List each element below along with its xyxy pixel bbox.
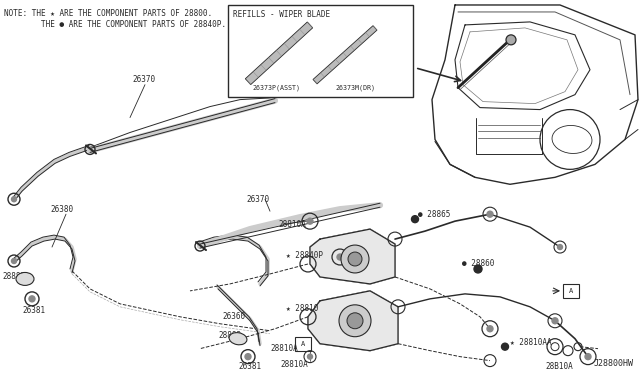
Text: ★ 28810: ★ 28810 — [286, 304, 318, 313]
Circle shape — [341, 245, 369, 273]
Circle shape — [245, 354, 251, 360]
Circle shape — [307, 354, 312, 359]
Circle shape — [307, 218, 313, 224]
Text: A: A — [569, 288, 573, 294]
Circle shape — [474, 265, 482, 273]
Ellipse shape — [16, 272, 34, 285]
Text: THE ● ARE THE COMPONENT PARTS OF 28840P.: THE ● ARE THE COMPONENT PARTS OF 28840P. — [4, 20, 226, 29]
Circle shape — [12, 197, 17, 202]
Circle shape — [412, 216, 419, 223]
Text: 28B10A: 28B10A — [545, 362, 573, 371]
Circle shape — [29, 296, 35, 302]
Circle shape — [585, 354, 591, 360]
Text: 26373P(ASST): 26373P(ASST) — [252, 84, 300, 91]
Text: 26381: 26381 — [22, 306, 45, 315]
Text: J28800HW: J28800HW — [594, 359, 634, 368]
Circle shape — [506, 35, 516, 45]
Text: ● 28865: ● 28865 — [418, 210, 451, 219]
Circle shape — [337, 254, 343, 260]
Text: 26360: 26360 — [222, 312, 245, 321]
Circle shape — [552, 318, 558, 324]
Polygon shape — [310, 229, 395, 284]
Text: 28882: 28882 — [218, 331, 241, 340]
Circle shape — [347, 313, 363, 329]
Bar — [228, 5, 413, 97]
Text: ★ 28840P: ★ 28840P — [286, 250, 323, 260]
Text: 28810A: 28810A — [280, 360, 308, 369]
Text: 26373M(DR): 26373M(DR) — [335, 84, 375, 91]
Circle shape — [502, 343, 509, 350]
Bar — [563, 284, 579, 298]
Text: ★ 28810AA: ★ 28810AA — [510, 338, 552, 347]
Circle shape — [12, 259, 17, 263]
Text: 26381: 26381 — [238, 362, 261, 371]
Text: 28810A: 28810A — [270, 344, 298, 353]
Text: 26380: 26380 — [50, 205, 73, 214]
Text: 28810A: 28810A — [278, 219, 306, 229]
Circle shape — [487, 326, 493, 332]
Circle shape — [339, 305, 371, 337]
Text: 28882: 28882 — [2, 272, 25, 282]
Circle shape — [557, 244, 563, 250]
Text: REFILLS - WIPER BLADE: REFILLS - WIPER BLADE — [233, 10, 330, 19]
Text: 26370: 26370 — [246, 195, 269, 204]
Circle shape — [487, 211, 493, 217]
Polygon shape — [245, 22, 313, 84]
Text: 26370: 26370 — [132, 75, 155, 84]
Polygon shape — [308, 291, 398, 351]
Text: NOTE: THE ★ ARE THE COMPONENT PARTS OF 28800.: NOTE: THE ★ ARE THE COMPONENT PARTS OF 2… — [4, 9, 212, 19]
Ellipse shape — [229, 333, 247, 345]
Bar — [295, 337, 311, 351]
Circle shape — [348, 252, 362, 266]
Polygon shape — [313, 26, 377, 84]
Text: ● 28860: ● 28860 — [462, 260, 494, 269]
Text: A: A — [301, 341, 305, 347]
Ellipse shape — [552, 125, 592, 154]
